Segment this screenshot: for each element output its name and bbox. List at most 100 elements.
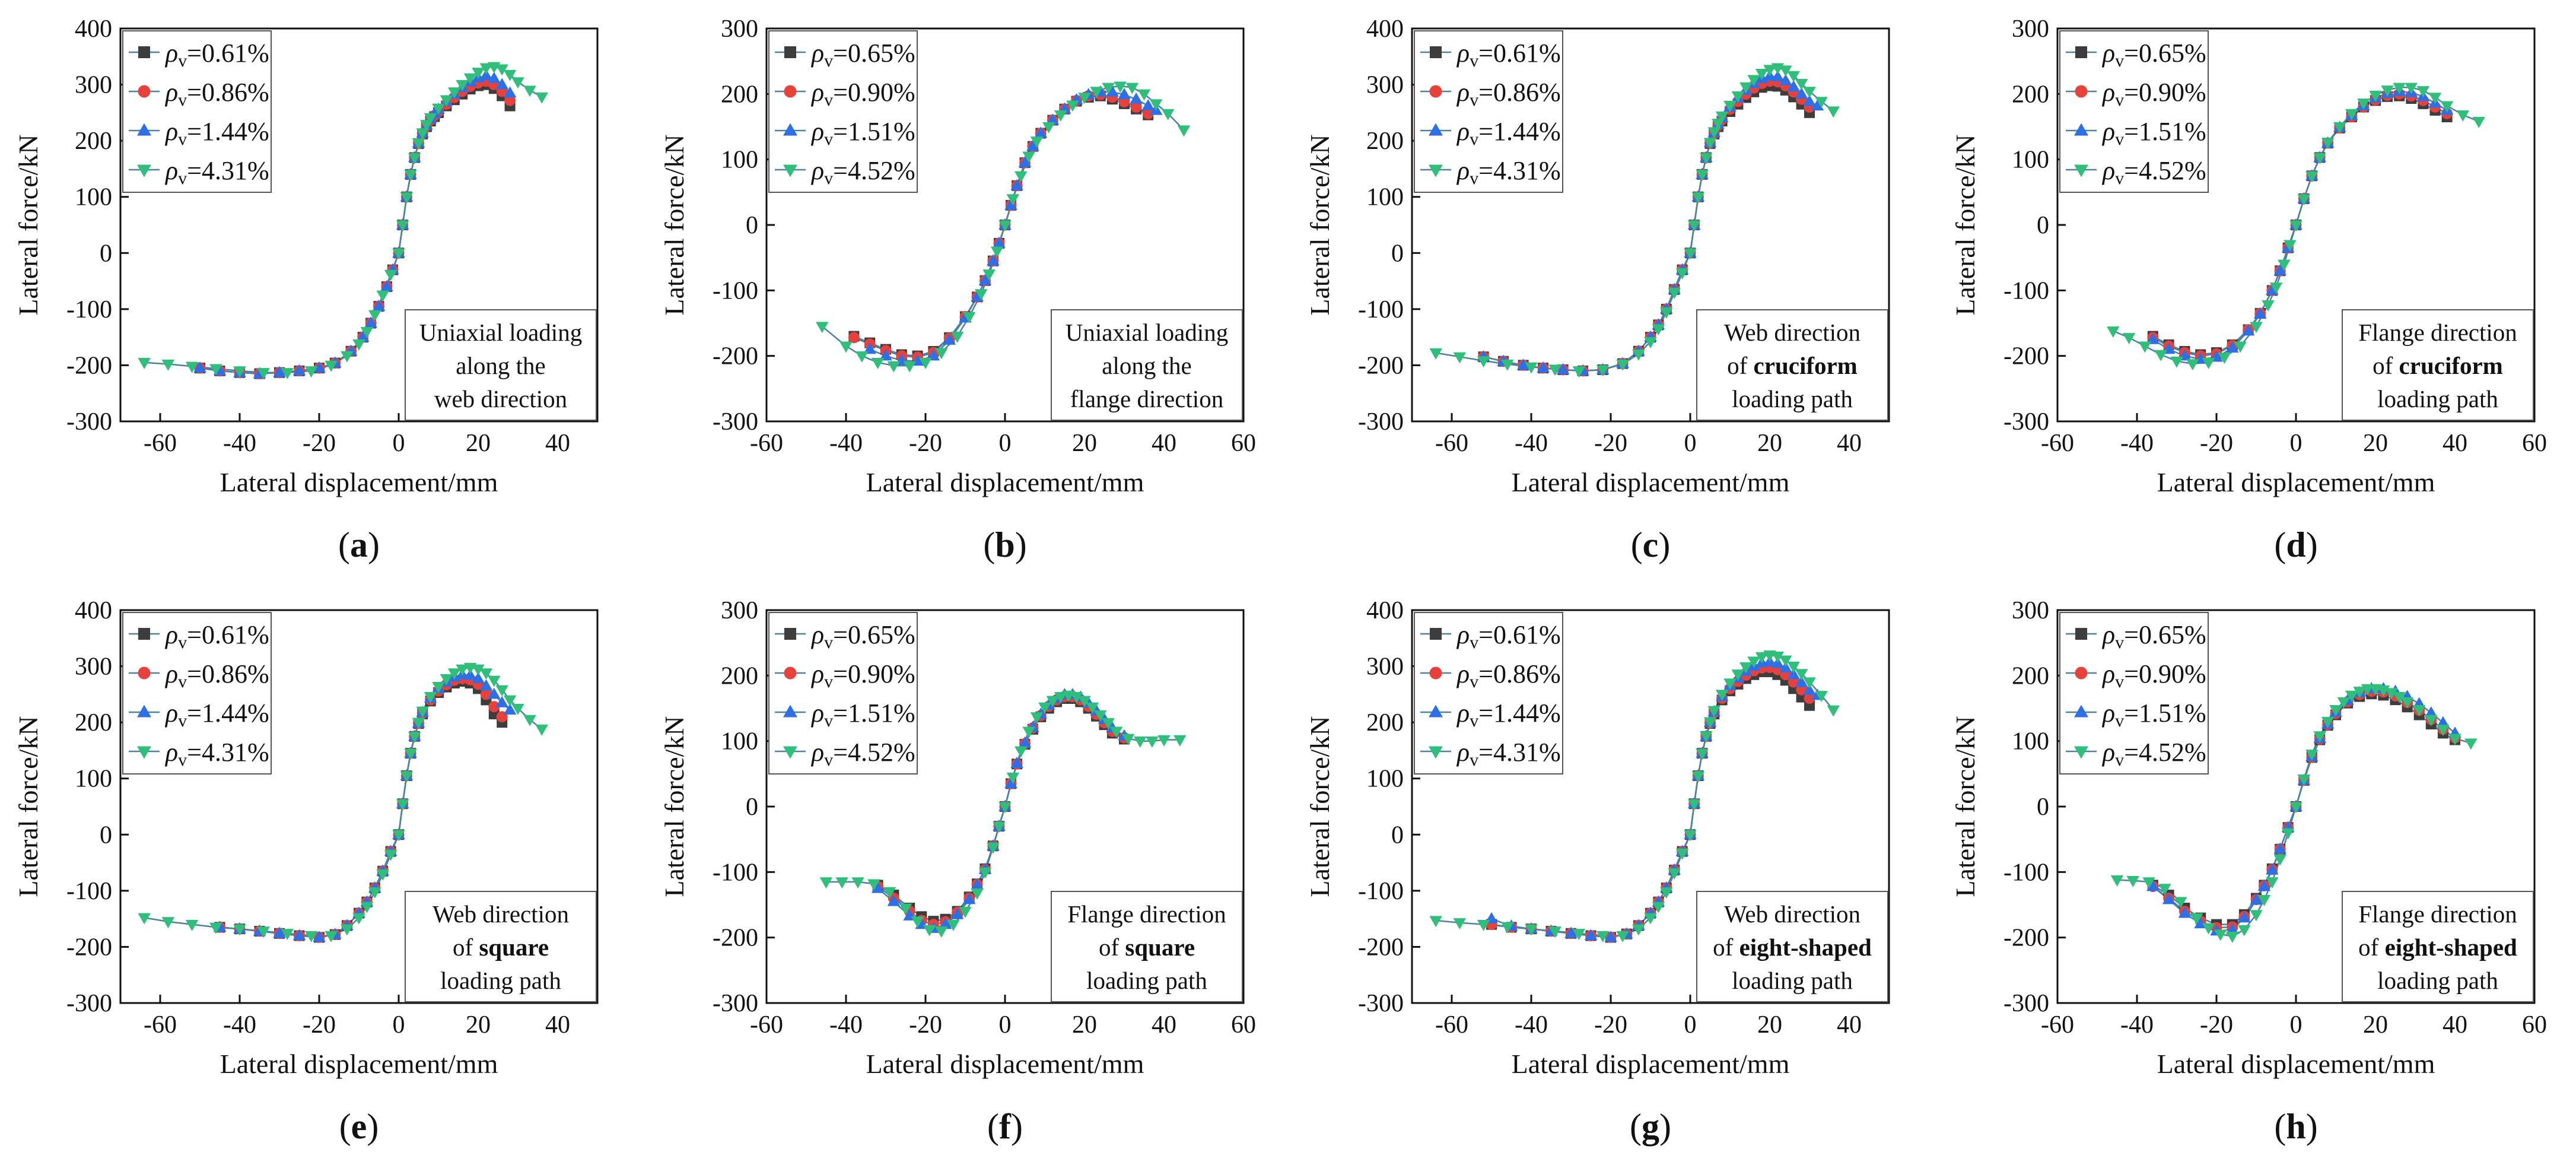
y-tick-label: 200 [2012, 81, 2049, 108]
data-point [1787, 71, 1800, 82]
data-point [479, 63, 493, 75]
legend-entry: ρv=0.86% [1456, 78, 1561, 110]
data-point [209, 364, 222, 376]
x-axis-label: Lateral displacement/mm [1512, 467, 1790, 497]
data-point [1771, 70, 1785, 81]
data-point [1700, 731, 1713, 743]
data-point [2226, 341, 2239, 353]
data-point [1018, 736, 1032, 748]
legend-marker [783, 123, 797, 136]
x-tick-label: 0 [999, 1011, 1012, 1039]
data-point [1795, 669, 1808, 681]
data-point [380, 280, 393, 291]
legend-marker [784, 628, 796, 640]
annotation-box [405, 309, 597, 421]
legend-entry: ρv=1.44% [164, 117, 269, 149]
data-point [313, 931, 326, 942]
y-tick-label: 300 [721, 15, 758, 43]
data-point [2321, 716, 2335, 728]
data-point [479, 679, 493, 691]
y-tick-label: -300 [1358, 408, 1404, 436]
x-tick-label: 40 [1152, 430, 1176, 457]
data-point [835, 877, 849, 889]
legend-entry: ρv=4.31% [164, 156, 269, 188]
data-point [1142, 107, 1154, 119]
data-point [978, 274, 992, 285]
data-point [2305, 750, 2319, 761]
data-point [1501, 359, 1514, 371]
legend-marker [2074, 746, 2088, 759]
data-point [511, 703, 524, 715]
data-point [304, 931, 318, 942]
data-point [2321, 138, 2335, 150]
data-point [2289, 220, 2303, 232]
panel-label: (g) [1630, 1107, 1671, 1146]
data-point [495, 685, 508, 697]
data-point [2266, 877, 2279, 889]
data-point [1795, 675, 1808, 687]
x-tick-label: -40 [2120, 430, 2154, 457]
annotation: Web direction of cruciform loading path [1696, 309, 1888, 421]
x-tick-label: 20 [2363, 430, 2388, 457]
x-tick-label: -20 [909, 1011, 942, 1039]
data-point [2262, 300, 2275, 312]
data-point [138, 358, 151, 369]
data-point [1803, 677, 1816, 689]
data-point [372, 299, 386, 311]
data-point [2278, 259, 2291, 271]
y-tick-label: -200 [713, 343, 758, 370]
legend-entry: ρv=4.31% [164, 738, 269, 770]
annotation: Flange direction of cruciform loading path [2342, 309, 2534, 421]
data-point [503, 69, 517, 81]
y-tick-label: -100 [2003, 859, 2049, 886]
annotation-line: loading path [2377, 385, 2498, 412]
data-point [1026, 139, 1039, 151]
data-point [935, 348, 948, 360]
annotation-box [405, 891, 597, 1002]
data-point [1109, 726, 1123, 738]
data-point [472, 68, 485, 80]
data-point [313, 361, 326, 373]
data-point [2178, 906, 2192, 918]
y-tick-label: 0 [1391, 240, 1404, 267]
y-tick-label: 0 [2037, 794, 2049, 821]
data-point [1548, 364, 1561, 376]
data-point [1525, 362, 1538, 374]
data-point [2357, 99, 2370, 110]
panel-label: (b) [983, 525, 1026, 564]
annotation-box [1051, 309, 1243, 421]
legend-marker [1429, 666, 1442, 680]
data-point [2289, 802, 2303, 814]
data-point [2107, 326, 2120, 338]
legend-marker [1429, 164, 1443, 177]
legend-marker [2074, 164, 2088, 177]
panel-d: -60 -40 -20 0 20 40 60-300-200-1000100200300La… [1950, 15, 2547, 564]
series-markers-4 [138, 662, 548, 942]
data-point [982, 269, 996, 281]
data-point [1038, 702, 1051, 714]
data-point [1691, 771, 1705, 783]
data-point [959, 906, 972, 918]
data-point [1700, 153, 1713, 164]
annotation-line: of eight-shaped [1713, 934, 1872, 961]
data-point [1787, 661, 1800, 673]
y-tick-label: -100 [1358, 878, 1404, 905]
legend-entry: ρv=4.31% [1456, 156, 1561, 188]
data-point [1054, 691, 1067, 703]
y-tick-label: -300 [2003, 990, 2049, 1017]
data-point [1696, 748, 1709, 760]
y-axis-label: Lateral force/kN [659, 134, 689, 315]
data-point [2190, 913, 2203, 925]
data-point [1121, 734, 1135, 745]
data-point [2345, 109, 2358, 120]
y-tick-label: 100 [721, 728, 758, 756]
legend: ρv=0.61% ρv=0.86% ρv=1.44% ρv=4.31% [122, 612, 272, 775]
data-point [408, 732, 421, 744]
data-point [998, 220, 1012, 232]
data-point [479, 668, 493, 680]
series-markers-4 [2110, 684, 2478, 943]
data-point [950, 907, 964, 919]
data-point [1815, 97, 1828, 109]
data-point [2250, 322, 2263, 334]
